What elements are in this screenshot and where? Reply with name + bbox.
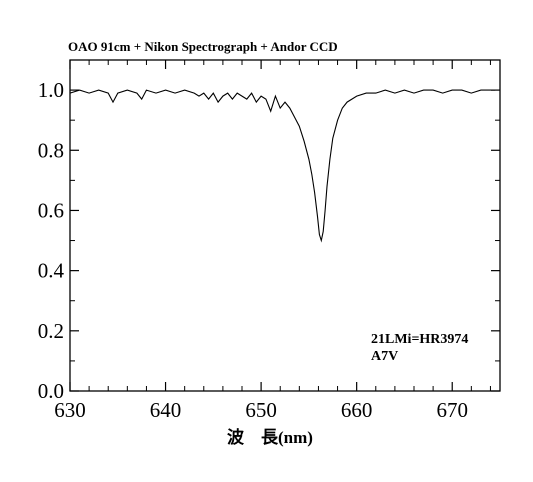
chart-title: OAO 91cm + Nikon Spectrograph + Andor CC…: [68, 39, 338, 54]
x-tick-label: 640: [150, 398, 182, 422]
x-tick-label: 650: [245, 398, 277, 422]
y-tick-label: 0.8: [38, 138, 64, 162]
y-tick-label: 0.4: [38, 259, 65, 283]
star-name-annotation: 21LMi=HR3974: [371, 332, 468, 347]
x-tick-label: 630: [54, 398, 86, 422]
y-tick-label: 0.6: [38, 198, 64, 222]
x-tick-label: 670: [436, 398, 468, 422]
x-axis-label: 波 長(nm): [227, 427, 313, 447]
y-tick-label: 1.0: [38, 78, 64, 102]
y-tick-label: 0.2: [38, 319, 64, 343]
plot-frame: [69, 59, 501, 392]
axis-ticks: [69, 60, 500, 392]
spectral-type-annotation: A7V: [371, 349, 398, 364]
spectrum-line: [69, 89, 496, 243]
y-tick-label: 0.0: [38, 379, 64, 403]
axis-tick-labels: 630 640 650 660 670 0.0 0.2 0.4 0.6 0.8 1.0: [38, 78, 468, 422]
x-tick-label: 660: [341, 398, 373, 422]
